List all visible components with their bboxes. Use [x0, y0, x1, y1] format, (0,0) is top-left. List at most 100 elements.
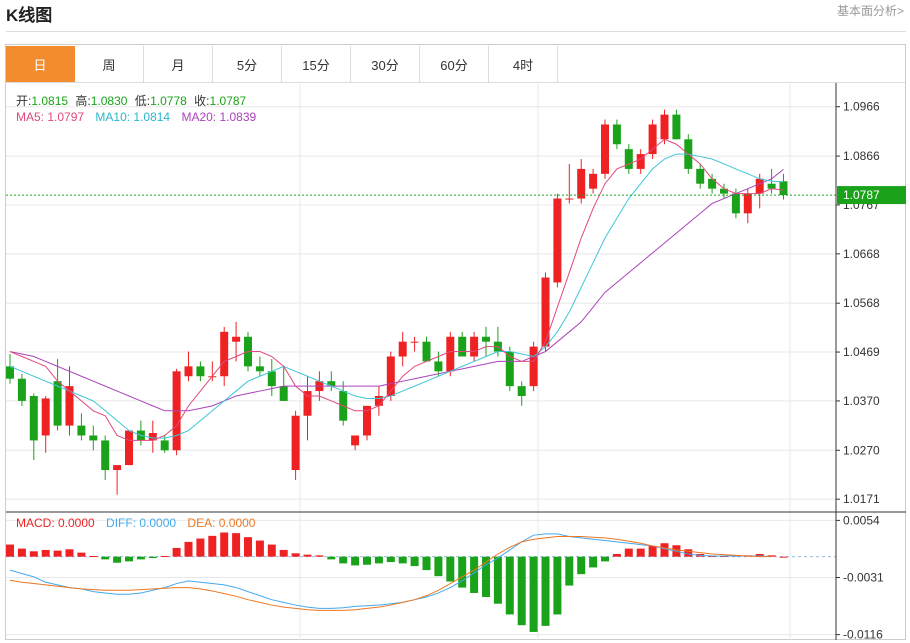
- macd-bar: [410, 556, 419, 567]
- candle[interactable]: [291, 410, 300, 480]
- candle[interactable]: [517, 381, 526, 406]
- candle[interactable]: [743, 188, 752, 224]
- candle[interactable]: [577, 159, 586, 204]
- candle[interactable]: [148, 420, 157, 453]
- candle[interactable]: [113, 465, 122, 495]
- candle[interactable]: [470, 331, 479, 362]
- candle[interactable]: [327, 371, 336, 392]
- macd-bar: [291, 553, 300, 557]
- candle[interactable]: [220, 326, 229, 387]
- page-title: K线图: [6, 6, 53, 25]
- candle-body: [482, 336, 490, 342]
- candle[interactable]: [589, 168, 598, 194]
- candle[interactable]: [208, 361, 217, 382]
- candle-body: [577, 168, 586, 199]
- candle[interactable]: [720, 183, 728, 199]
- candle[interactable]: [303, 376, 312, 441]
- candle-body: [743, 193, 752, 214]
- candle[interactable]: [125, 430, 133, 466]
- candle-body: [148, 433, 157, 441]
- macd-bar: [636, 548, 645, 557]
- candle[interactable]: [386, 351, 395, 401]
- candle[interactable]: [648, 119, 657, 160]
- candle-body: [386, 356, 395, 396]
- fundamental-analysis-link[interactable]: 基本面分析>: [836, 4, 904, 18]
- candle[interactable]: [755, 173, 764, 209]
- tab-4hour[interactable]: 4时: [489, 46, 558, 82]
- candle-body: [696, 168, 705, 184]
- macd-bar: [779, 556, 788, 558]
- candle-body: [601, 124, 609, 174]
- macd-bar: [648, 545, 657, 557]
- candle[interactable]: [446, 331, 455, 377]
- candle[interactable]: [398, 331, 407, 367]
- candle[interactable]: [482, 326, 490, 357]
- candle[interactable]: [601, 119, 609, 179]
- candle[interactable]: [77, 413, 86, 441]
- candle[interactable]: [553, 193, 562, 288]
- candle[interactable]: [172, 368, 181, 456]
- candle-body: [303, 391, 312, 416]
- macd-bar: [351, 556, 360, 566]
- candle[interactable]: [660, 109, 669, 145]
- macd-bar: [601, 556, 609, 562]
- candle-body: [232, 336, 241, 342]
- candle[interactable]: [374, 386, 383, 416]
- candle-body: [220, 331, 229, 377]
- candle[interactable]: [672, 109, 681, 140]
- candle-body: [458, 336, 467, 357]
- candle[interactable]: [541, 272, 550, 352]
- macd-bar: [684, 549, 693, 557]
- candle[interactable]: [41, 395, 50, 453]
- candle[interactable]: [6, 354, 14, 384]
- tab-month[interactable]: 月: [144, 46, 213, 82]
- candle[interactable]: [410, 336, 419, 352]
- candle[interactable]: [529, 341, 538, 392]
- candle[interactable]: [458, 331, 467, 357]
- macd-bar: [589, 556, 598, 568]
- candle-body: [65, 386, 74, 426]
- candle[interactable]: [505, 346, 514, 392]
- tab-5min[interactable]: 5分: [213, 46, 282, 82]
- candle[interactable]: [363, 405, 371, 441]
- candle[interactable]: [136, 420, 145, 446]
- candle[interactable]: [279, 366, 288, 401]
- candle[interactable]: [779, 173, 788, 200]
- candle[interactable]: [422, 336, 431, 362]
- tab-30min[interactable]: 30分: [351, 46, 420, 82]
- candle[interactable]: [101, 435, 110, 480]
- candle[interactable]: [196, 361, 205, 382]
- candle[interactable]: [696, 163, 705, 189]
- candle-body: [422, 341, 431, 362]
- candle[interactable]: [184, 351, 193, 382]
- candle[interactable]: [434, 351, 443, 377]
- ma5-value: MA5: 1.0797: [16, 110, 85, 124]
- candle-body: [279, 386, 288, 401]
- candle[interactable]: [351, 435, 360, 451]
- candle[interactable]: [624, 144, 633, 174]
- tab-60min[interactable]: 60分: [420, 46, 489, 82]
- macd-bar: [493, 556, 502, 604]
- tab-15min[interactable]: 15分: [282, 46, 351, 82]
- candle[interactable]: [267, 358, 276, 396]
- dea-line: [9, 536, 772, 611]
- candle[interactable]: [612, 119, 621, 150]
- candle[interactable]: [232, 321, 241, 362]
- candle[interactable]: [65, 366, 74, 436]
- candle[interactable]: [29, 393, 38, 461]
- candle[interactable]: [89, 425, 98, 451]
- candle[interactable]: [53, 358, 62, 431]
- candle[interactable]: [565, 163, 574, 204]
- candle-body: [648, 124, 657, 155]
- tab-day[interactable]: 日: [6, 46, 75, 82]
- tab-week[interactable]: 周: [75, 46, 144, 82]
- close-value: 1.0787: [209, 94, 247, 108]
- macd-bar: [65, 549, 74, 557]
- candle[interactable]: [339, 381, 348, 426]
- candle[interactable]: [708, 173, 717, 194]
- candle[interactable]: [17, 373, 26, 406]
- macd-bar: [612, 553, 621, 557]
- candle[interactable]: [255, 356, 264, 377]
- candle[interactable]: [636, 149, 645, 174]
